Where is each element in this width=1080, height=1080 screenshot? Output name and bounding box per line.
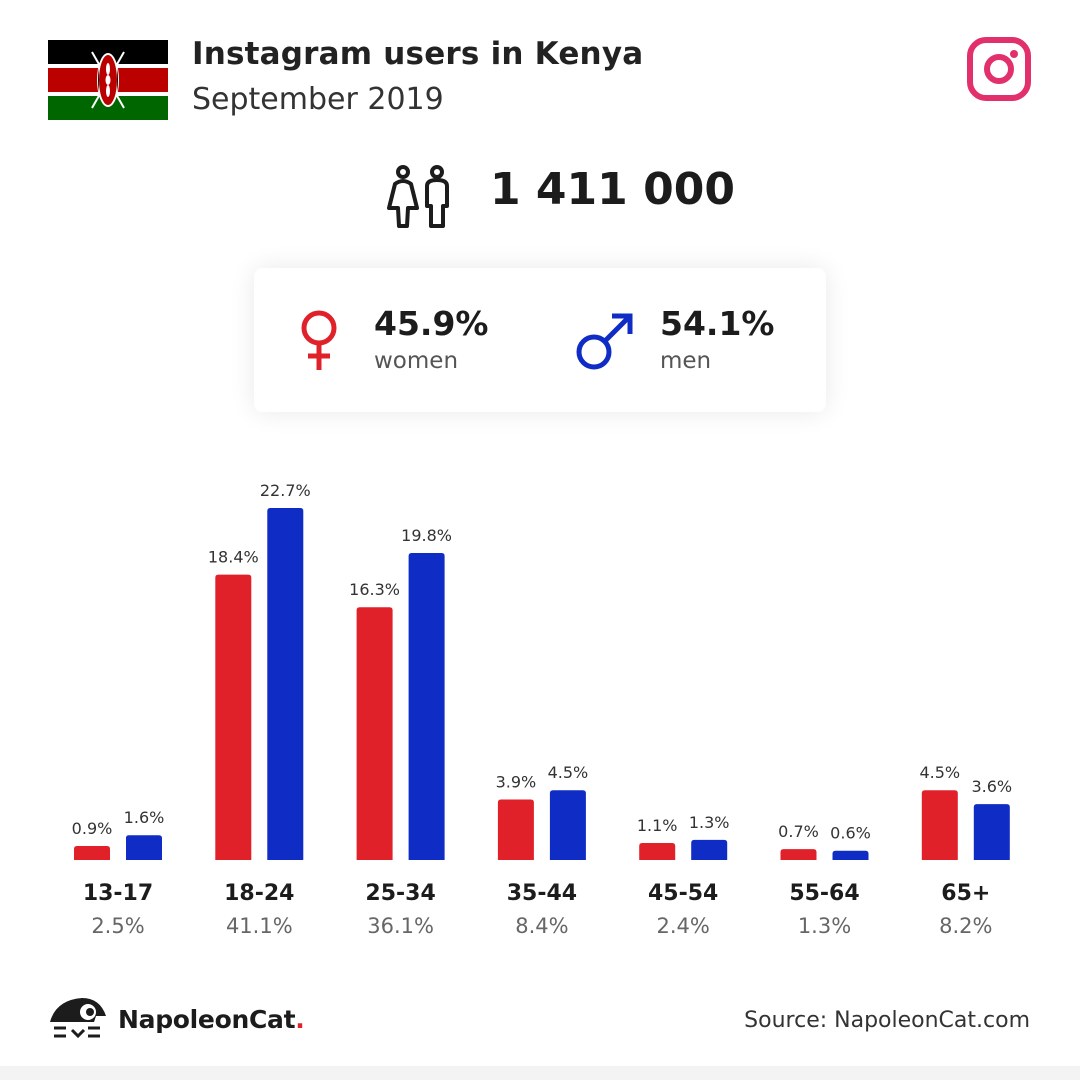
category-total: 36.1% bbox=[367, 914, 434, 938]
bar-men-18-24 bbox=[267, 508, 304, 860]
women-percent: 45.9% bbox=[374, 304, 489, 343]
brand-dot: . bbox=[295, 1005, 305, 1034]
bar-value-label: 3.9% bbox=[496, 773, 537, 792]
category-label: 65+ bbox=[941, 881, 990, 906]
kenya-flag-icon bbox=[48, 40, 168, 120]
bar-value-label: 4.5% bbox=[919, 763, 960, 782]
bar-men-45-54 bbox=[691, 839, 728, 860]
source-text: Source: NapoleonCat.com bbox=[744, 1008, 1030, 1033]
category-total: 2.4% bbox=[657, 914, 710, 938]
male-icon bbox=[576, 313, 633, 370]
brand-name: NapoleonCat. bbox=[118, 1005, 305, 1034]
bar-value-label: 0.7% bbox=[778, 822, 819, 841]
bar-women-25-34 bbox=[356, 607, 393, 860]
category-label: 45-54 bbox=[648, 881, 718, 906]
bar-value-label: 4.5% bbox=[548, 763, 589, 782]
category-total: 1.3% bbox=[798, 914, 851, 938]
category-label: 55-64 bbox=[789, 881, 859, 906]
bar-value-label: 22.7% bbox=[260, 481, 311, 500]
category-label: 18-24 bbox=[224, 881, 294, 906]
category-total: 8.2% bbox=[939, 914, 992, 938]
page-subtitle: September 2019 bbox=[192, 82, 444, 117]
bar-value-label: 19.8% bbox=[401, 526, 452, 545]
bar-men-55-64 bbox=[832, 850, 869, 860]
bar-women-18-24 bbox=[215, 574, 252, 860]
bar-value-label: 1.3% bbox=[689, 813, 730, 832]
total-users: 1 411 000 bbox=[490, 164, 735, 215]
bar-value-label: 3.6% bbox=[971, 777, 1012, 796]
bar-men-65+ bbox=[973, 804, 1010, 860]
bar-women-65+ bbox=[921, 790, 958, 860]
bar-value-label: 1.1% bbox=[637, 816, 678, 835]
brand-name-text: NapoleonCat bbox=[118, 1005, 296, 1034]
age-bar-chart: 0.9% 1.6% 13-17 2.5% 18.4% 22.7% 18-24 41.1% 16.… bbox=[72, 481, 1012, 938]
category-label: 25-34 bbox=[365, 881, 435, 906]
bar-value-label: 1.6% bbox=[124, 808, 165, 827]
bar-men-13-17 bbox=[126, 835, 162, 860]
bottom-band bbox=[0, 1066, 1080, 1080]
category-total: 8.4% bbox=[515, 914, 568, 938]
category-label: 35-44 bbox=[507, 881, 577, 906]
category-label: 13-17 bbox=[83, 881, 153, 906]
female-icon bbox=[301, 310, 337, 370]
bar-women-55-64 bbox=[780, 849, 817, 860]
users-icon bbox=[387, 165, 449, 228]
napoleoncat-logo-icon bbox=[50, 998, 106, 1039]
category-total: 41.1% bbox=[226, 914, 293, 938]
bar-men-35-44 bbox=[549, 790, 586, 860]
bar-women-45-54 bbox=[639, 842, 676, 860]
women-label: women bbox=[374, 348, 459, 374]
men-percent: 54.1% bbox=[660, 304, 775, 343]
instagram-icon bbox=[967, 37, 1031, 101]
bar-value-label: 0.6% bbox=[830, 824, 871, 843]
bar-women-35-44 bbox=[497, 799, 534, 860]
bar-men-25-34 bbox=[408, 552, 445, 860]
bar-value-label: 0.9% bbox=[72, 819, 113, 838]
bar-women-13-17 bbox=[74, 846, 110, 860]
page-title: Instagram users in Kenya bbox=[192, 36, 644, 72]
men-label: men bbox=[660, 348, 712, 374]
bar-value-label: 16.3% bbox=[349, 580, 400, 599]
bar-value-label: 18.4% bbox=[208, 548, 259, 567]
gender-card bbox=[254, 268, 826, 412]
category-total: 2.5% bbox=[91, 914, 144, 938]
